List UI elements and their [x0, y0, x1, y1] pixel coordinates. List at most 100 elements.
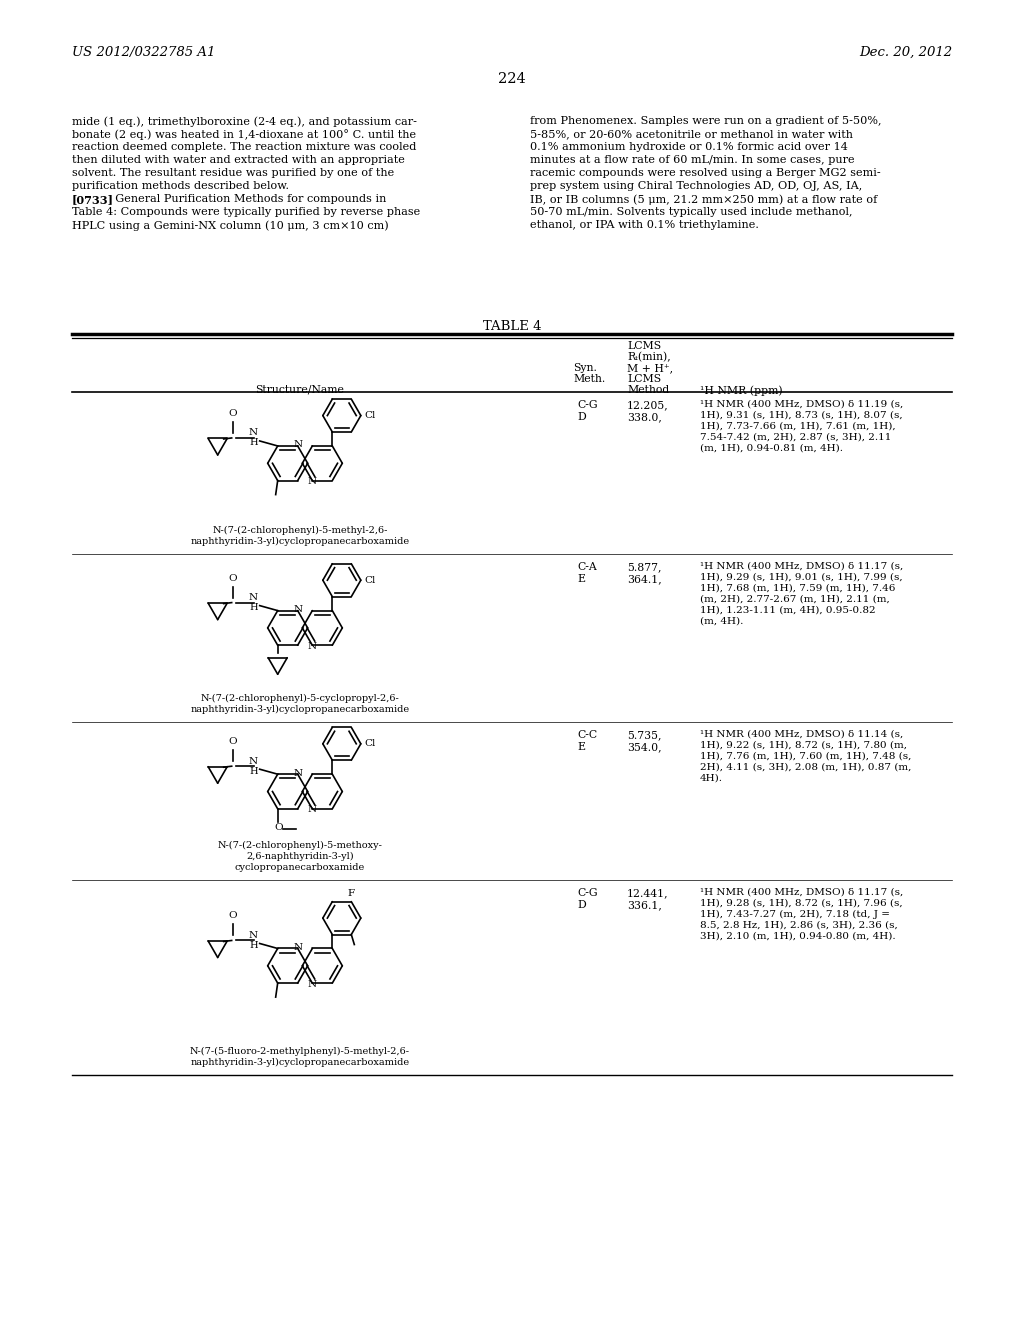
Text: 1H), 7.43-7.27 (m, 2H), 7.18 (td, J =: 1H), 7.43-7.27 (m, 2H), 7.18 (td, J =	[700, 909, 890, 919]
Text: 12.441,: 12.441,	[627, 888, 669, 898]
Text: 1H), 1.23-1.11 (m, 4H), 0.95-0.82: 1H), 1.23-1.11 (m, 4H), 0.95-0.82	[700, 606, 876, 615]
Text: minutes at a flow rate of 60 mL/min. In some cases, pure: minutes at a flow rate of 60 mL/min. In …	[530, 154, 855, 165]
Text: racemic compounds were resolved using a Berger MG2 semi-: racemic compounds were resolved using a …	[530, 168, 881, 178]
Text: N: N	[308, 642, 316, 651]
Text: 354.0,: 354.0,	[627, 742, 662, 752]
Text: H: H	[249, 603, 258, 612]
Text: 364.1,: 364.1,	[627, 574, 662, 583]
Text: purification methods described below.: purification methods described below.	[72, 181, 289, 191]
Text: mide (1 eq.), trimethylboroxine (2-4 eq.), and potassium car-: mide (1 eq.), trimethylboroxine (2-4 eq.…	[72, 116, 417, 127]
Text: ¹H NMR (400 MHz, DMSO) δ 11.19 (s,: ¹H NMR (400 MHz, DMSO) δ 11.19 (s,	[700, 400, 903, 409]
Text: N: N	[249, 429, 258, 437]
Text: LCMS: LCMS	[627, 374, 662, 384]
Text: N: N	[293, 605, 302, 614]
Text: N: N	[308, 477, 316, 486]
Text: solvent. The resultant residue was purified by one of the: solvent. The resultant residue was purif…	[72, 168, 394, 178]
Text: 4H).: 4H).	[700, 774, 723, 783]
Text: Rₜ(min),: Rₜ(min),	[627, 352, 671, 363]
Text: prep system using Chiral Technologies AD, OD, OJ, AS, IA,: prep system using Chiral Technologies AD…	[530, 181, 862, 191]
Text: IB, or IB columns (5 μm, 21.2 mm×250 mm) at a flow rate of: IB, or IB columns (5 μm, 21.2 mm×250 mm)…	[530, 194, 878, 205]
Text: N: N	[308, 979, 316, 989]
Text: Method: Method	[627, 385, 670, 395]
Text: Structure/Name: Structure/Name	[256, 385, 344, 395]
Text: bonate (2 eq.) was heated in 1,4-dioxane at 100° C. until the: bonate (2 eq.) was heated in 1,4-dioxane…	[72, 129, 416, 140]
Text: 3H), 2.10 (m, 1H), 0.94-0.80 (m, 4H).: 3H), 2.10 (m, 1H), 0.94-0.80 (m, 4H).	[700, 932, 896, 941]
Text: N: N	[249, 593, 258, 602]
Text: O: O	[274, 822, 283, 832]
Text: N-(7-(2-chlorophenyl)-5-methoxy-: N-(7-(2-chlorophenyl)-5-methoxy-	[217, 841, 382, 850]
Text: N: N	[249, 931, 258, 940]
Text: General Purification Methods for compounds in: General Purification Methods for compoun…	[108, 194, 386, 205]
Text: (m, 2H), 2.77-2.67 (m, 1H), 2.11 (m,: (m, 2H), 2.77-2.67 (m, 1H), 2.11 (m,	[700, 595, 890, 605]
Text: N-(7-(5-fluoro-2-methylphenyl)-5-methyl-2,6-: N-(7-(5-fluoro-2-methylphenyl)-5-methyl-…	[190, 1047, 410, 1056]
Text: 5.877,: 5.877,	[627, 562, 662, 572]
Text: 1H), 7.68 (m, 1H), 7.59 (m, 1H), 7.46: 1H), 7.68 (m, 1H), 7.59 (m, 1H), 7.46	[700, 583, 895, 593]
Text: LCMS: LCMS	[627, 341, 662, 351]
Text: (m, 4H).: (m, 4H).	[700, 616, 743, 626]
Text: 2,6-naphthyridin-3-yl): 2,6-naphthyridin-3-yl)	[246, 851, 354, 861]
Text: O: O	[228, 574, 237, 582]
Text: 1H), 9.28 (s, 1H), 8.72 (s, 1H), 7.96 (s,: 1H), 9.28 (s, 1H), 8.72 (s, 1H), 7.96 (s…	[700, 899, 902, 908]
Text: ethanol, or IPA with 0.1% triethylamine.: ethanol, or IPA with 0.1% triethylamine.	[530, 220, 759, 230]
Text: N-(7-(2-chlorophenyl)-5-methyl-2,6-: N-(7-(2-chlorophenyl)-5-methyl-2,6-	[212, 525, 388, 535]
Text: naphthyridin-3-yl)cyclopropanecarboxamide: naphthyridin-3-yl)cyclopropanecarboxamid…	[190, 1059, 410, 1067]
Text: 50-70 mL/min. Solvents typically used include methanol,: 50-70 mL/min. Solvents typically used in…	[530, 207, 853, 216]
Text: 5-85%, or 20-60% acetonitrile or methanol in water with: 5-85%, or 20-60% acetonitrile or methano…	[530, 129, 853, 139]
Text: Cl: Cl	[365, 576, 376, 585]
Text: from Phenomenex. Samples were run on a gradient of 5-50%,: from Phenomenex. Samples were run on a g…	[530, 116, 882, 125]
Text: 1H), 7.73-7.66 (m, 1H), 7.61 (m, 1H),: 1H), 7.73-7.66 (m, 1H), 7.61 (m, 1H),	[700, 422, 896, 432]
Text: ¹H NMR (400 MHz, DMSO) δ 11.14 (s,: ¹H NMR (400 MHz, DMSO) δ 11.14 (s,	[700, 730, 903, 739]
Text: ¹H NMR (ppm): ¹H NMR (ppm)	[700, 385, 782, 396]
Text: ¹H NMR (400 MHz, DMSO) δ 11.17 (s,: ¹H NMR (400 MHz, DMSO) δ 11.17 (s,	[700, 888, 903, 898]
Text: D: D	[577, 412, 586, 422]
Text: 336.1,: 336.1,	[627, 900, 662, 909]
Text: N: N	[293, 942, 302, 952]
Text: HPLC using a Gemini-NX column (10 μm, 3 cm×10 cm): HPLC using a Gemini-NX column (10 μm, 3 …	[72, 220, 389, 231]
Text: E: E	[577, 574, 585, 583]
Text: H: H	[249, 941, 258, 950]
Text: reaction deemed complete. The reaction mixture was cooled: reaction deemed complete. The reaction m…	[72, 143, 417, 152]
Text: 2H), 4.11 (s, 3H), 2.08 (m, 1H), 0.87 (m,: 2H), 4.11 (s, 3H), 2.08 (m, 1H), 0.87 (m…	[700, 763, 911, 772]
Text: Table 4: Compounds were typically purified by reverse phase: Table 4: Compounds were typically purifi…	[72, 207, 420, 216]
Text: N: N	[293, 768, 302, 777]
Text: ¹H NMR (400 MHz, DMSO) δ 11.17 (s,: ¹H NMR (400 MHz, DMSO) δ 11.17 (s,	[700, 562, 903, 572]
Text: Cl: Cl	[365, 411, 376, 420]
Text: C-G: C-G	[577, 400, 598, 411]
Text: 7.54-7.42 (m, 2H), 2.87 (s, 3H), 2.11: 7.54-7.42 (m, 2H), 2.87 (s, 3H), 2.11	[700, 433, 891, 442]
Text: 12.205,: 12.205,	[627, 400, 669, 411]
Text: cyclopropanecarboxamide: cyclopropanecarboxamide	[234, 863, 366, 873]
Text: N-(7-(2-chlorophenyl)-5-cyclopropyl-2,6-: N-(7-(2-chlorophenyl)-5-cyclopropyl-2,6-	[201, 694, 399, 704]
Text: 1H), 7.76 (m, 1H), 7.60 (m, 1H), 7.48 (s,: 1H), 7.76 (m, 1H), 7.60 (m, 1H), 7.48 (s…	[700, 752, 911, 762]
Text: N: N	[249, 756, 258, 766]
Text: D: D	[577, 900, 586, 909]
Text: 1H), 9.31 (s, 1H), 8.73 (s, 1H), 8.07 (s,: 1H), 9.31 (s, 1H), 8.73 (s, 1H), 8.07 (s…	[700, 411, 902, 420]
Text: Dec. 20, 2012: Dec. 20, 2012	[859, 46, 952, 59]
Text: N: N	[293, 441, 302, 449]
Text: C-G: C-G	[577, 888, 598, 898]
Text: 338.0,: 338.0,	[627, 412, 662, 422]
Text: 8.5, 2.8 Hz, 1H), 2.86 (s, 3H), 2.36 (s,: 8.5, 2.8 Hz, 1H), 2.86 (s, 3H), 2.36 (s,	[700, 921, 898, 931]
Text: TABLE 4: TABLE 4	[482, 319, 542, 333]
Text: H: H	[249, 767, 258, 776]
Text: M + H⁺,: M + H⁺,	[627, 363, 673, 374]
Text: O: O	[228, 912, 237, 920]
Text: Meth.: Meth.	[573, 374, 605, 384]
Text: naphthyridin-3-yl)cyclopropanecarboxamide: naphthyridin-3-yl)cyclopropanecarboxamid…	[190, 537, 410, 546]
Text: 1H), 9.29 (s, 1H), 9.01 (s, 1H), 7.99 (s,: 1H), 9.29 (s, 1H), 9.01 (s, 1H), 7.99 (s…	[700, 573, 902, 582]
Text: Cl: Cl	[365, 739, 376, 748]
Text: naphthyridin-3-yl)cyclopropanecarboxamide: naphthyridin-3-yl)cyclopropanecarboxamid…	[190, 705, 410, 714]
Text: E: E	[577, 742, 585, 752]
Text: F: F	[348, 888, 355, 898]
Text: then diluted with water and extracted with an appropriate: then diluted with water and extracted wi…	[72, 154, 404, 165]
Text: 1H), 9.22 (s, 1H), 8.72 (s, 1H), 7.80 (m,: 1H), 9.22 (s, 1H), 8.72 (s, 1H), 7.80 (m…	[700, 741, 907, 750]
Text: C-A: C-A	[577, 562, 597, 572]
Text: H: H	[249, 438, 258, 447]
Text: 5.735,: 5.735,	[627, 730, 662, 741]
Text: O: O	[228, 409, 237, 418]
Text: 0.1% ammonium hydroxide or 0.1% formic acid over 14: 0.1% ammonium hydroxide or 0.1% formic a…	[530, 143, 848, 152]
Text: US 2012/0322785 A1: US 2012/0322785 A1	[72, 46, 215, 59]
Text: O: O	[228, 737, 237, 746]
Text: N: N	[308, 805, 316, 814]
Text: [0733]: [0733]	[72, 194, 114, 205]
Text: C-C: C-C	[577, 730, 597, 741]
